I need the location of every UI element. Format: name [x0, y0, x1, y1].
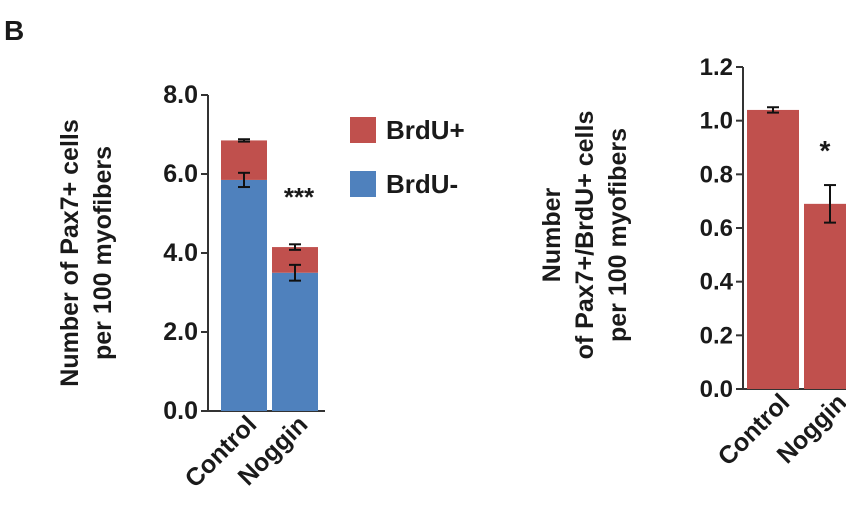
y-axis-title: Number of Pax7+ cells per 100 myofibers [56, 119, 117, 386]
bar-brdu-neg-noggin [272, 272, 318, 411]
y-axis-title-line: per 100 myofibers [604, 128, 632, 342]
panel-label: B [4, 15, 24, 46]
y-tick-label: 0.0 [163, 397, 198, 425]
y-tick-label: 0.2 [700, 322, 733, 349]
significance-marker: *** [284, 182, 315, 212]
y-axis-title-line: Number [538, 188, 566, 283]
bar-control [747, 109, 799, 389]
legend-label: BrdU+ [386, 115, 465, 145]
y-axis-title: Number of Pax7+/BrdU+ cells per 100 myofib… [538, 111, 632, 360]
y-tick-label: 0.0 [700, 376, 733, 403]
legend-label: BrdU- [386, 169, 458, 199]
bar-brdu-neg-control [221, 179, 267, 411]
y-tick-label: 1.2 [700, 54, 733, 81]
y-tick-label: 2.0 [163, 318, 198, 346]
y-tick-label: 8.0 [163, 81, 198, 109]
legend-swatch [350, 117, 376, 143]
y-axis-title-line: of Pax7+/BrdU+ cells [571, 111, 599, 360]
legend-swatch [350, 171, 376, 197]
bar-chart: 0.00.20.40.60.81.01.2ControlNoggin*Numbe… [538, 54, 846, 471]
legend: BrdU+ BrdU- [350, 115, 465, 199]
bar-noggin [804, 203, 846, 389]
y-tick-label: 6.0 [163, 160, 198, 188]
y-tick-label: 4.0 [163, 239, 198, 267]
significance-marker: * [820, 135, 831, 166]
y-tick-label: 0.6 [700, 215, 733, 242]
y-axis-title-line: Number of Pax7+ cells [56, 119, 84, 386]
y-tick-label: 0.8 [700, 161, 733, 188]
y-tick-label: 0.4 [700, 269, 734, 296]
y-tick-label: 1.0 [700, 108, 733, 135]
y-axis-title-line: per 100 myofibers [89, 146, 117, 360]
